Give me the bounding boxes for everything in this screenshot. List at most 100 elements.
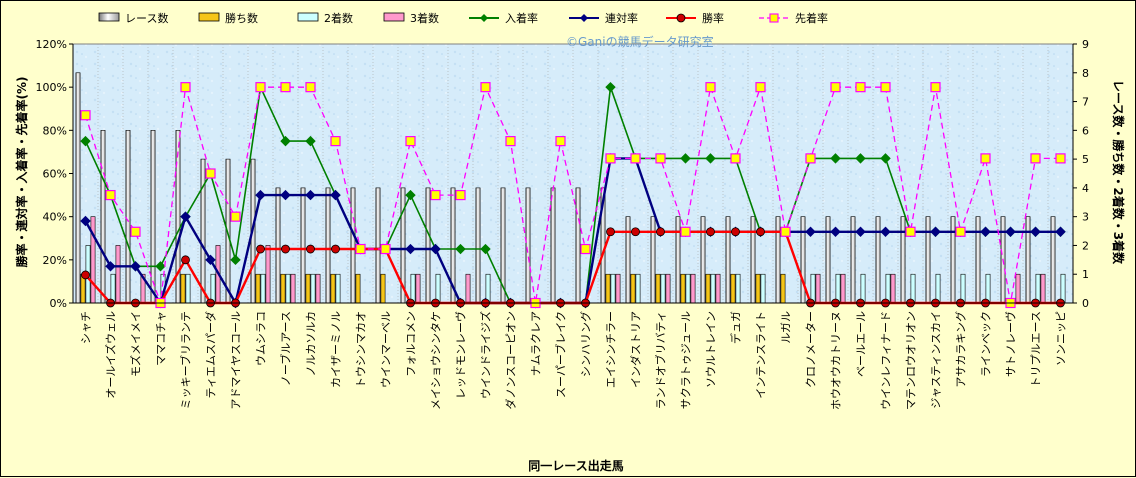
x-tick-label: ベールエール	[855, 311, 868, 377]
x-tick-label: ダノンスコーピオン	[504, 311, 518, 409]
x-tick-label: ミッキーブリランテ	[179, 311, 193, 409]
point-先着率	[705, 82, 716, 93]
x-tick-label: ウインマーベル	[380, 311, 393, 388]
y-right-tick-label: 0	[1082, 297, 1089, 310]
bar-レース数	[675, 216, 681, 304]
x-tick-label: ノーブルアース	[279, 311, 293, 386]
bar-勝ち数	[355, 273, 361, 304]
point-連対率	[855, 226, 866, 237]
bar-3着数	[665, 273, 671, 304]
bar-3着数	[1015, 273, 1021, 304]
x-tick-label: アドマイヤスコール	[230, 311, 243, 410]
x-tick-label: ノルカソルカ	[305, 311, 318, 376]
x-tick-label: ルガル	[780, 311, 793, 344]
bar-2着数	[910, 273, 916, 304]
watermark: ©Ganiの競馬データ研究室	[566, 34, 714, 49]
legend-swatch-勝ち数	[198, 12, 220, 22]
bar-レース数	[750, 216, 756, 304]
legend-label-勝ち数: 勝ち数	[225, 11, 258, 25]
point-連対率	[280, 189, 291, 201]
legend-marker-入着率	[480, 14, 488, 22]
point-先着率	[330, 136, 341, 147]
bar-勝ち数	[180, 273, 186, 304]
point-先着率	[305, 82, 316, 93]
y-right-tick-label: 1	[1082, 268, 1089, 281]
x-tick-label: エイシンチラー	[605, 311, 618, 388]
legend-label-レース数: レース数	[125, 12, 168, 25]
point-連対率	[330, 189, 341, 201]
point-先着率	[455, 189, 466, 201]
point-連対率	[880, 226, 891, 237]
point-勝率	[181, 255, 190, 265]
bar-レース数	[925, 216, 931, 304]
bar-レース数	[1025, 216, 1031, 304]
bar-2着数	[685, 273, 691, 304]
legend-item-レース数: レース数	[98, 12, 168, 25]
point-入着率	[680, 153, 691, 164]
legend-label-3着数: 3着数	[410, 11, 439, 25]
legend-item-2着数: 2着数	[297, 11, 353, 25]
point-先着率	[230, 211, 241, 222]
x-tick-label: インダストリア	[629, 311, 643, 388]
point-連対率	[305, 189, 316, 201]
point-先着率	[480, 82, 491, 93]
x-tick-label: シャチ	[80, 311, 93, 344]
x-axis-title: 同一レース出走馬	[528, 458, 623, 473]
bar-レース数	[625, 216, 631, 304]
legend-item-勝ち数: 勝ち数	[198, 11, 258, 25]
point-連対率	[1030, 226, 1041, 237]
bar-レース数	[1050, 216, 1056, 304]
bar-レース数	[900, 216, 906, 304]
point-入着率	[405, 189, 416, 201]
legend-marker-先着率	[769, 13, 779, 23]
point-勝率	[706, 227, 715, 237]
bar-2着数	[310, 273, 316, 304]
x-tick-label: ママコチャ	[155, 311, 168, 366]
bar-3着数	[715, 273, 721, 304]
bar-レース数	[425, 187, 431, 304]
point-連対率	[430, 243, 441, 255]
bar-3着数	[815, 273, 821, 304]
point-先着率	[655, 153, 666, 164]
legend-swatch-レース数	[98, 12, 120, 22]
bar-レース数	[475, 187, 481, 304]
bar-2着数	[435, 273, 441, 304]
point-連対率	[980, 226, 991, 237]
x-tick-label: マテンロウオリオン	[905, 311, 918, 410]
point-先着率	[255, 82, 266, 93]
bar-レース数	[300, 187, 306, 304]
point-先着率	[855, 82, 866, 93]
point-先着率	[280, 82, 291, 93]
point-入着率	[855, 153, 866, 164]
bar-3着数	[465, 273, 471, 304]
point-連対率	[405, 243, 416, 255]
y-axis-left-title: 勝率・連対率・入着率・先着率(%)	[14, 77, 29, 268]
point-入着率	[605, 81, 616, 93]
point-先着率	[355, 243, 366, 255]
bar-2着数	[210, 273, 216, 304]
point-連対率	[1005, 226, 1016, 237]
bar-3着数	[315, 273, 321, 304]
x-tick-label: ソウルトレイン	[705, 311, 718, 388]
bar-3着数	[890, 273, 896, 304]
bar-2着数	[885, 273, 891, 304]
x-tick-label: トリプルエース	[1030, 311, 1043, 387]
point-先着率	[980, 153, 991, 164]
bar-レース数	[575, 187, 581, 304]
bar-3着数	[265, 245, 271, 304]
bar-レース数	[950, 216, 956, 304]
bar-勝ち数	[380, 273, 386, 304]
bar-レース数	[875, 216, 881, 304]
point-勝率	[281, 244, 290, 254]
point-先着率	[630, 153, 641, 164]
bar-勝ち数	[280, 273, 286, 304]
bar-2着数	[1035, 273, 1041, 304]
legend-swatch-3着数	[383, 12, 405, 22]
point-先着率	[680, 226, 691, 237]
point-先着率	[1055, 153, 1066, 164]
legend-swatch-2着数	[297, 12, 319, 22]
y-axis-right-title: レース数・勝ち数・2着数・3着数	[1111, 80, 1126, 265]
legend-label-連対率: 連対率	[605, 11, 638, 25]
